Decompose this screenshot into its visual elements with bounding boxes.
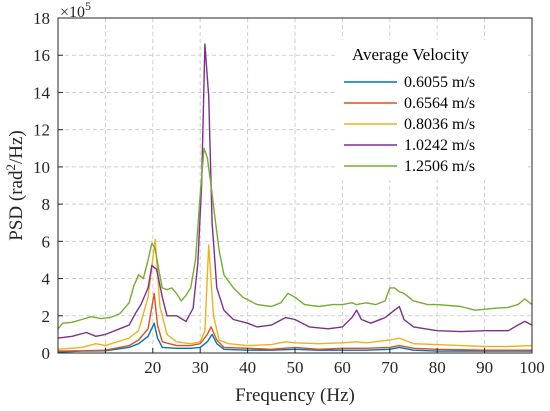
series-line-1 [57, 322, 532, 353]
x-tick-label: 30 [192, 358, 209, 377]
y-tick-label: 14 [33, 83, 51, 102]
y-tick-label: 18 [33, 9, 50, 28]
x-axis-label: Frequency (Hz) [235, 385, 355, 406]
series-line-2 [57, 292, 532, 352]
x-tick-label: 70 [381, 358, 398, 377]
x-tick-label: 20 [144, 358, 161, 377]
y-tick-label: 12 [33, 121, 50, 140]
y-axis-label: PSD (rad2/Hz) [3, 130, 27, 240]
legend-title: Average Velocity [352, 45, 469, 64]
y-tick-label: 16 [33, 46, 50, 65]
series-lines [57, 43, 533, 353]
x-tick-label: 80 [429, 358, 446, 377]
y-axis-label-main: PSD (rad [6, 170, 27, 241]
x-tick-label: 50 [287, 358, 304, 377]
y-multiplier: ×105 [60, 0, 91, 21]
x-tick-label: 60 [334, 358, 351, 377]
legend-label: 1.2506 m/s [404, 158, 475, 175]
y-tick-label: 0 [42, 344, 51, 363]
y-tick-label: 10 [33, 158, 50, 177]
x-tick-label: 40 [239, 358, 256, 377]
y-axis-label-tail: /Hz) [6, 130, 27, 164]
y-tick-label: 6 [42, 232, 51, 251]
axis-ticks: 20 30 40 50 60 70 80 90 100 0 2 4 6 8 10 12 14 16 18 [33, 9, 545, 377]
series-line-5 [57, 147, 533, 330]
x-tick-label: 100 [519, 358, 545, 377]
legend-label: 0.6055 m/s [404, 74, 475, 91]
x-tick-label: 90 [476, 358, 493, 377]
y-tick-label: 8 [42, 195, 51, 214]
y-multiplier-exponent: 5 [85, 0, 91, 13]
y-axis-label-sup: 2 [3, 164, 18, 171]
legend-label: 0.6564 m/s [404, 95, 475, 112]
legend-label: 0.8036 m/s [404, 116, 475, 133]
legend: Average Velocity 0.6055 m/s 0.6564 m/s 0.8… [338, 40, 528, 180]
y-multiplier-base: ×10 [60, 4, 85, 21]
legend-items: 0.6055 m/s 0.6564 m/s 0.8036 m/s 1.0242 m/s… [344, 74, 475, 175]
series-line-4 [57, 43, 533, 339]
y-tick-label: 2 [42, 307, 51, 326]
series-line-3 [57, 238, 533, 350]
y-tick-label: 4 [42, 270, 51, 289]
legend-box [338, 40, 528, 180]
legend-label: 1.0242 m/s [404, 137, 475, 154]
